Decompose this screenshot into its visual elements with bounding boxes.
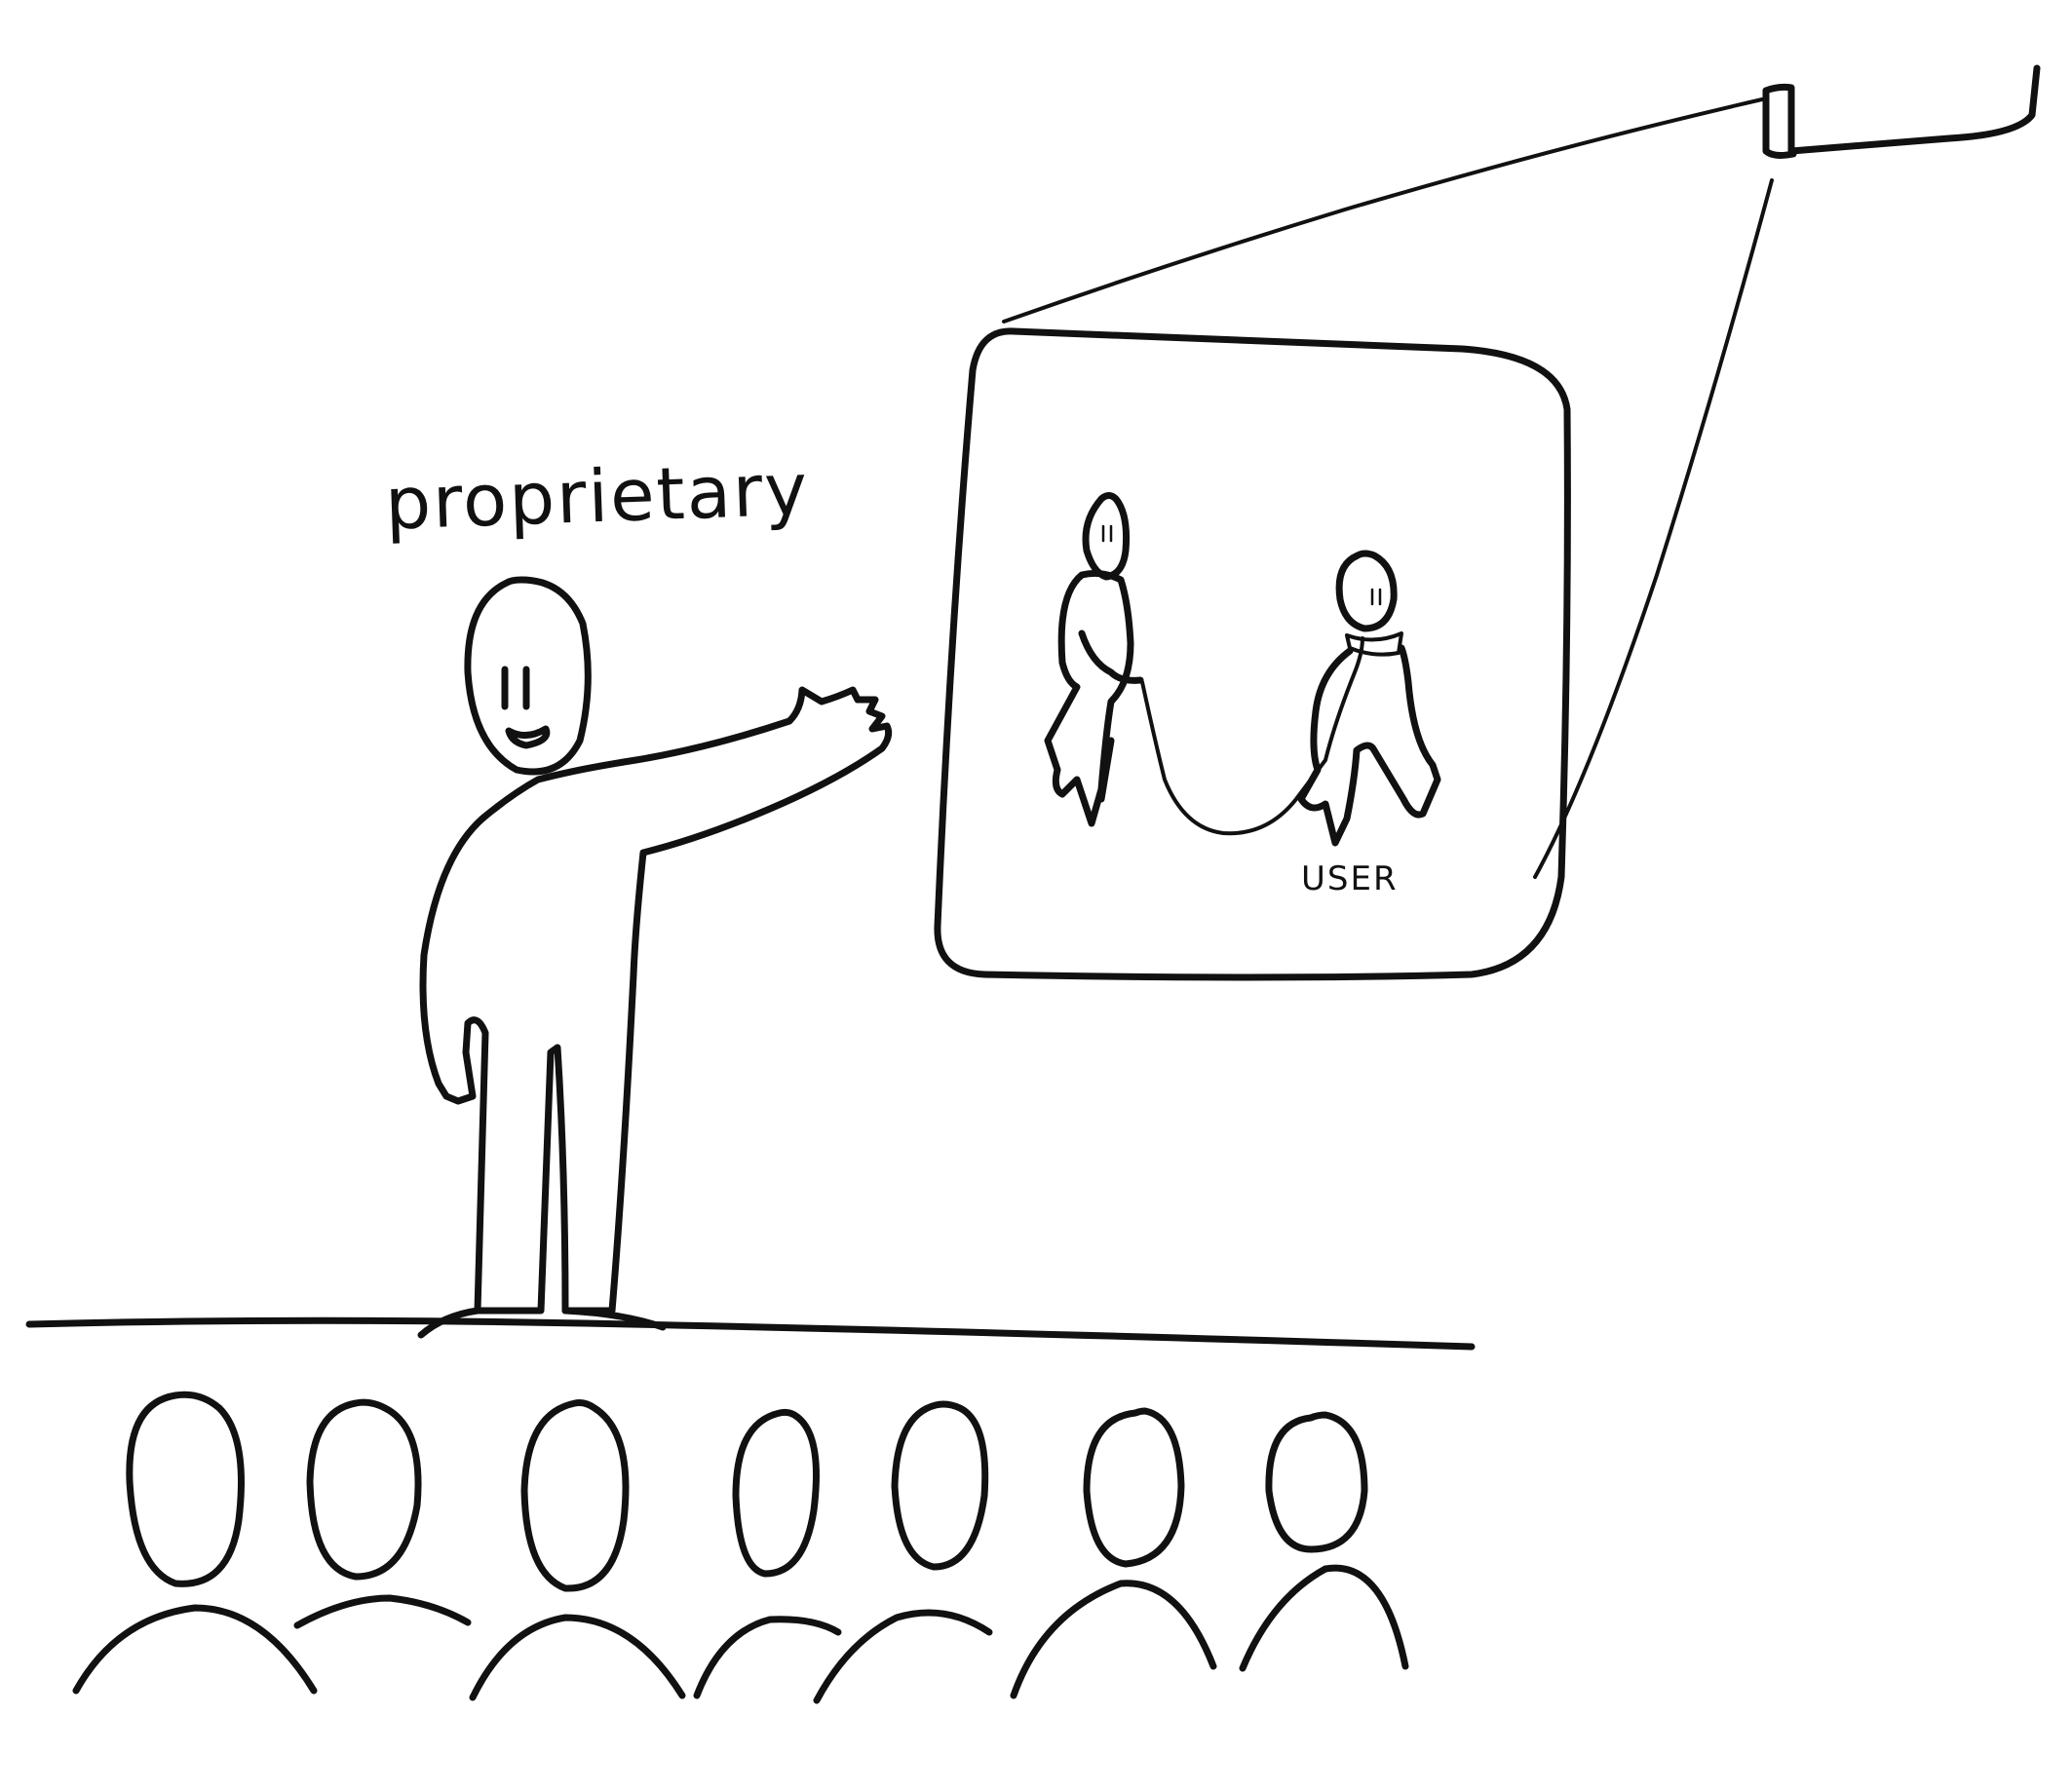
stage-floor <box>25 1316 1476 1351</box>
speaker-body <box>419 686 893 1315</box>
audience-member <box>813 1400 993 1704</box>
projection-beam <box>1002 97 1774 879</box>
speaker-caption: proprietary <box>383 447 811 547</box>
slide-figure-leader <box>1044 492 1144 827</box>
audience-member <box>1239 1411 1409 1672</box>
audience-member <box>293 1398 472 1629</box>
user-label: USER <box>1301 859 1399 898</box>
slide-leash <box>1140 636 1364 836</box>
speaker <box>417 576 893 1339</box>
speaker-mouth <box>505 725 551 749</box>
audience-member <box>693 1408 842 1699</box>
projector <box>1762 64 2041 159</box>
speaker-eyes <box>501 666 530 710</box>
projection-screen <box>934 327 1571 981</box>
audience-member <box>72 1391 318 1695</box>
speaker-head <box>464 576 592 776</box>
audience <box>72 1391 1409 1704</box>
audience-member <box>1010 1407 1217 1699</box>
slide-figure-user <box>1297 550 1441 847</box>
audience-member <box>469 1399 686 1701</box>
